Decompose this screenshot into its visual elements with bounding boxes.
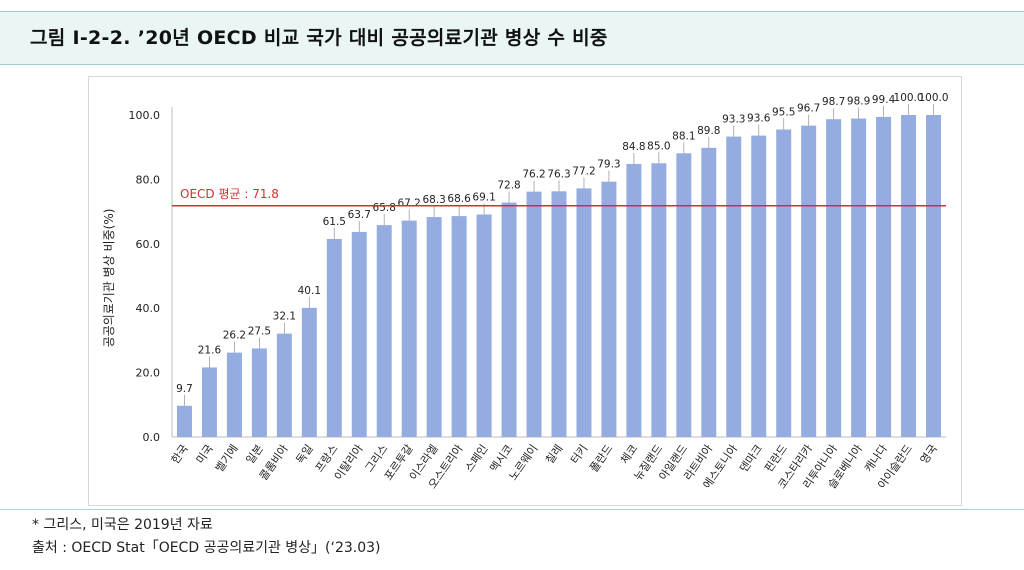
value-label: 32.1 xyxy=(273,311,296,323)
value-label: 68.3 xyxy=(422,194,445,206)
bar xyxy=(626,163,642,437)
value-label: 76.3 xyxy=(547,168,570,180)
bar xyxy=(326,238,342,437)
y-tick-label: 100.0 xyxy=(129,109,161,122)
value-label: 79.3 xyxy=(597,159,620,171)
value-label: 9.7 xyxy=(176,383,193,395)
value-label: 84.8 xyxy=(622,141,645,153)
category-label: 영국 xyxy=(918,442,940,466)
value-label: 61.5 xyxy=(323,216,346,228)
bar xyxy=(526,191,542,437)
value-label: 26.2 xyxy=(223,330,246,342)
category-label: 벨기에 xyxy=(213,442,241,474)
bar xyxy=(376,225,392,437)
bar xyxy=(826,119,842,437)
y-axis-title: 공공의료기관 병상 비중(%) xyxy=(102,209,116,348)
value-label: 21.6 xyxy=(198,344,222,356)
category-label: 폴란드 xyxy=(587,442,615,474)
value-label: 93.3 xyxy=(722,114,745,126)
value-label: 98.7 xyxy=(822,96,845,108)
value-label: 100.0 xyxy=(918,92,948,104)
bar xyxy=(751,135,767,437)
value-label: 88.1 xyxy=(672,130,695,142)
bar xyxy=(476,214,492,437)
value-label: 89.8 xyxy=(697,125,720,137)
bar xyxy=(901,115,917,437)
category-label: 한국 xyxy=(169,442,191,466)
bar xyxy=(351,231,367,437)
oecd-average-label: OECD 평균 : 71.8 xyxy=(180,187,279,201)
value-label: 77.2 xyxy=(572,165,595,177)
bar xyxy=(601,181,617,437)
y-tick-label: 80.0 xyxy=(136,173,161,186)
y-tick-label: 40.0 xyxy=(136,302,161,315)
bar xyxy=(426,217,442,437)
bar xyxy=(276,333,292,437)
value-label: 27.5 xyxy=(248,325,271,337)
y-tick-label: 0.0 xyxy=(143,431,161,444)
value-label: 100.0 xyxy=(894,92,924,104)
title-band xyxy=(0,11,1024,65)
bar xyxy=(451,216,467,437)
bar xyxy=(551,191,567,437)
bar xyxy=(651,163,667,438)
value-label: 85.0 xyxy=(647,140,670,152)
value-label: 72.8 xyxy=(497,180,520,192)
bar xyxy=(251,348,267,437)
value-label: 95.5 xyxy=(772,106,795,118)
bar xyxy=(501,202,517,437)
value-label: 98.9 xyxy=(847,96,870,108)
bar xyxy=(201,367,217,437)
value-label: 68.6 xyxy=(447,193,471,205)
source-note: 출처 : OECD Stat「OECD 공공의료기관 병상」(‘23.03) xyxy=(32,540,381,556)
value-label: 76.2 xyxy=(522,169,545,181)
category-label: 미국 xyxy=(194,442,216,466)
bar xyxy=(226,352,242,437)
category-label: 스페인 xyxy=(462,442,490,474)
bar xyxy=(876,116,892,437)
category-label: 일본 xyxy=(243,442,266,467)
value-label: 40.1 xyxy=(298,285,321,297)
bar xyxy=(301,307,317,437)
category-label: 독일 xyxy=(293,442,316,467)
bar xyxy=(576,188,592,437)
bar xyxy=(701,147,717,437)
bar xyxy=(401,220,417,437)
value-label: 93.6 xyxy=(747,113,771,125)
category-label: 체코 xyxy=(618,442,640,466)
category-label: 터키 xyxy=(568,442,590,466)
bottom-rule xyxy=(0,509,1024,510)
bar xyxy=(176,405,192,437)
y-tick-label: 20.0 xyxy=(136,367,161,380)
category-label: 칠레 xyxy=(543,442,565,466)
value-label: 99.4 xyxy=(872,94,896,106)
value-label: 67.2 xyxy=(397,198,420,210)
category-label: 덴마크 xyxy=(737,442,765,474)
footnote: * 그리스, 미국은 2019년 자료 xyxy=(32,517,213,533)
y-tick-label: 60.0 xyxy=(136,238,161,251)
value-label: 69.1 xyxy=(472,191,495,203)
bar xyxy=(801,125,817,437)
figure-title: 그림 Ⅰ-2-2. ’20년 OECD 비교 국가 대비 공공의료기관 병상 수… xyxy=(30,27,608,49)
bar xyxy=(851,118,867,438)
bar xyxy=(926,115,942,437)
value-label: 63.7 xyxy=(348,209,371,221)
value-label: 65.8 xyxy=(373,202,396,214)
value-label: 96.7 xyxy=(797,103,820,115)
bar xyxy=(726,136,742,437)
bar xyxy=(776,129,792,438)
bar xyxy=(676,153,692,437)
